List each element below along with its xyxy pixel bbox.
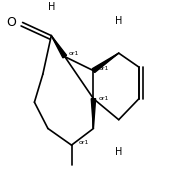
Text: H: H [115,16,122,26]
Polygon shape [51,36,67,58]
Polygon shape [92,53,119,73]
Text: H: H [48,3,55,12]
Text: O: O [6,16,16,29]
Text: or1: or1 [68,51,79,56]
Text: H: H [115,147,122,157]
Text: or1: or1 [78,140,89,145]
Text: or1: or1 [98,96,109,101]
Text: or1: or1 [98,66,109,71]
Polygon shape [91,99,96,129]
